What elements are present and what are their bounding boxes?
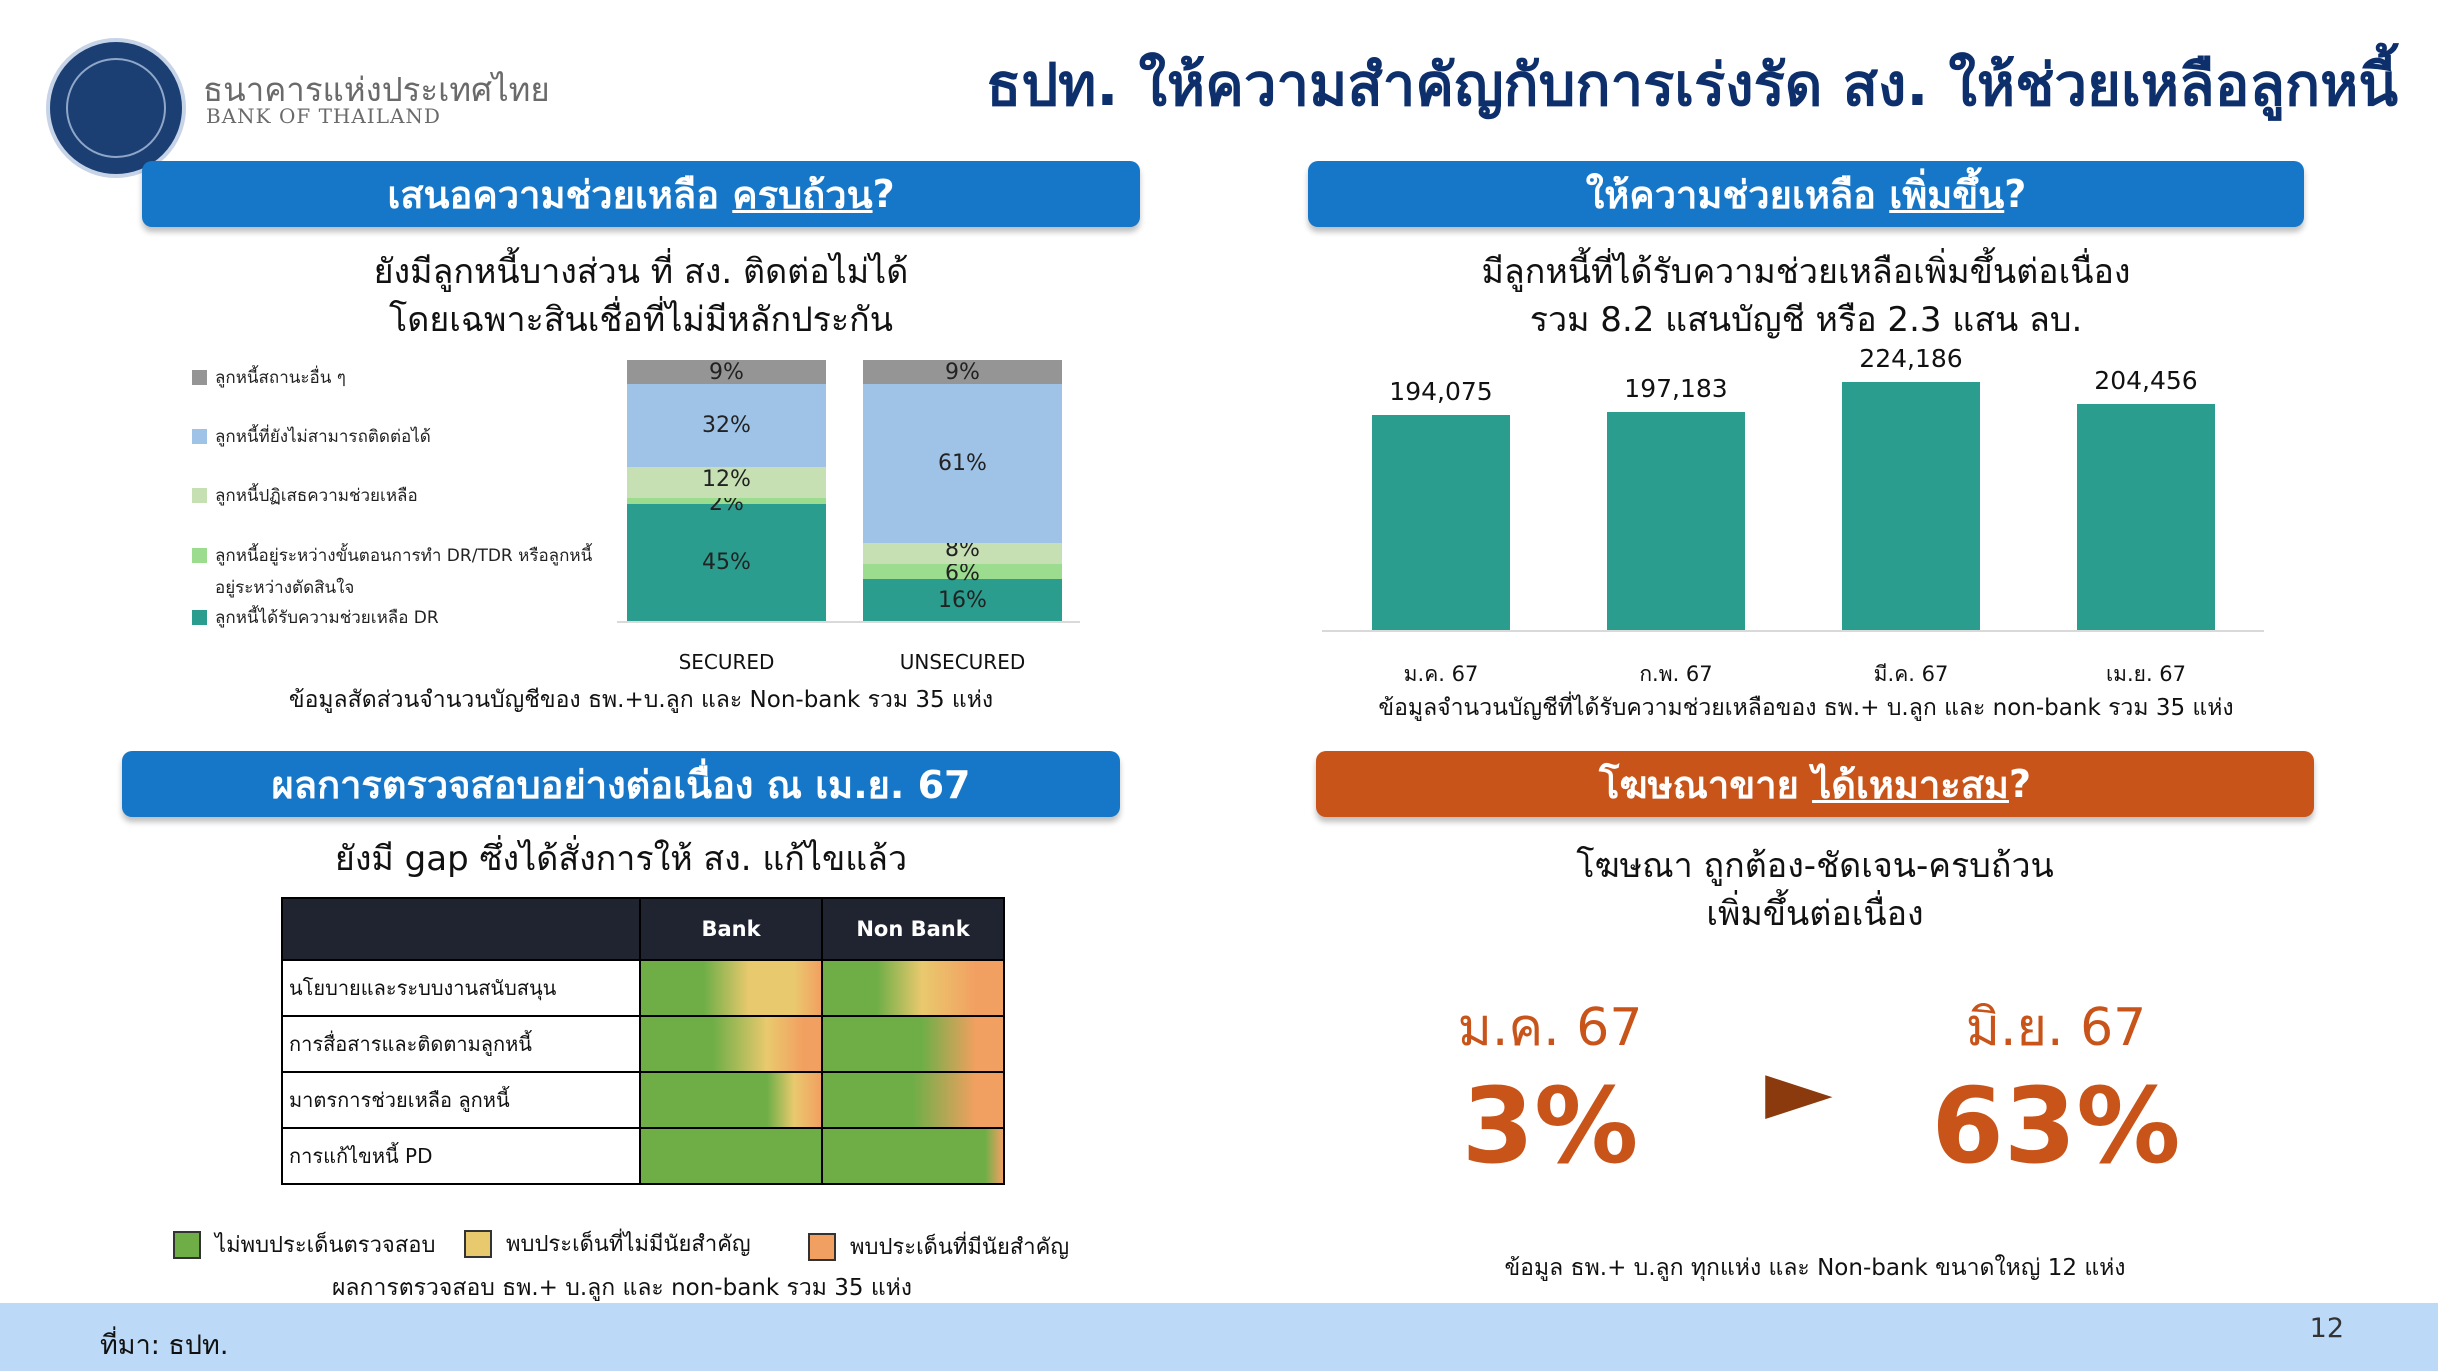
x-tick-label: มี.ค. 67 <box>1873 662 1949 686</box>
data-label: 224,186 <box>1859 343 1963 373</box>
segment-in-progress <box>863 563 1062 580</box>
br-note: ข้อมูล ธพ.+ บ.ลูก ทุกแห่ง และ Non-bank ข… <box>1504 1255 2126 1281</box>
br-subtitle-1: โฆษณา ถูกต้อง-ชัดเจน-ครบถ้วน <box>1576 846 2054 886</box>
banner-inspection: ผลการตรวจสอบอย่างต่อเนื่อง ณ เม.ย. 67 <box>122 751 1120 817</box>
legend-item: ลูกหนี้สถานะอื่น ๆ <box>192 362 346 394</box>
x-tick-label: ม.ค. 67 <box>1403 662 1479 686</box>
footer-bar <box>0 1303 2438 1371</box>
to-value: 63% <box>1931 1065 2181 1187</box>
bar <box>1372 415 1510 630</box>
org-name-en: BANK OF THAILAND <box>206 104 441 128</box>
from-month: ม.ค. 67 <box>1457 998 1643 1058</box>
data-label: 204,456 <box>2094 365 2198 395</box>
from-value: 3% <box>1461 1065 1639 1187</box>
legend-item: ลูกหนี้ที่ยังไม่สามารถติดต่อได้ <box>192 421 431 453</box>
x-tick-label: เม.ย. 67 <box>2105 662 2187 686</box>
assistance-bar-chart: 194,075 ม.ค. 67 197,183 ก.พ. 67 224,186 มี.ค.… <box>1322 344 2264 686</box>
table-row: มาตรการช่วยเหลือ ลูกหนี้ <box>281 1071 1005 1129</box>
arrow-right-icon: ► <box>1765 1038 1833 1141</box>
table-header <box>281 897 641 961</box>
br-subtitle-2: เพิ่มขึ้นต่อเนื่อง <box>1706 894 1924 934</box>
segment-dr <box>627 503 826 621</box>
tl-note: ข้อมูลสัดส่วนจำนวนบัญชีของ ธพ.+บ.ลูก และ… <box>288 687 994 713</box>
table-row: การแก้ไขหนี้ PD <box>281 1127 1005 1185</box>
data-label: 194,075 <box>1389 377 1493 407</box>
bar <box>2077 403 2215 630</box>
status-cell <box>639 959 823 1017</box>
bl-note: ผลการตรวจสอบ ธพ.+ บ.ลูก และ non-bank รวม… <box>331 1275 913 1301</box>
segment-dr <box>863 579 1062 621</box>
banner-increase-assistance: ให้ความช่วยเหลือ เพิ่มขึ้น ? <box>1308 161 2304 227</box>
table-header: Non Bank <box>821 897 1005 961</box>
status-cell <box>639 1127 823 1185</box>
segment-other <box>863 360 1062 384</box>
page-title: ธปท. ให้ความสำคัญกับการเร่งรัด สง. ให้ช่… <box>985 51 2398 119</box>
x-tick-label: SECURED <box>678 650 775 674</box>
table-header: Bank <box>639 897 823 961</box>
segment-other <box>627 360 826 384</box>
row-label: มาตรการช่วยเหลือ ลูกหนี้ <box>281 1071 641 1129</box>
x-tick-label: UNSECURED <box>899 650 1026 674</box>
legend-item: ลูกหนี้ปฏิเสธความช่วยเหลือ <box>192 480 418 512</box>
banner-complete-assistance: เสนอความช่วยเหลือ ครบถ้วน ? <box>142 161 1140 227</box>
tr-subtitle-1: มีลูกหนี้ที่ได้รับความช่วยเหลือเพิ่มขึ้น… <box>1481 252 2131 292</box>
tl-subtitle-1: ยังมีลูกหนี้บางส่วน ที่ สง. ติดต่อไม่ได้ <box>373 252 909 292</box>
row-label: การสื่อสารและติดตามลูกหนี้ <box>281 1015 641 1073</box>
org-name-th: ธนาคารแห่งประเทศไทย <box>203 70 550 109</box>
status-cell <box>639 1071 823 1129</box>
status-cell <box>821 1015 1005 1073</box>
segment-in-progress <box>627 498 826 504</box>
data-label: 32% <box>702 413 751 439</box>
data-label: 197,183 <box>1624 373 1728 403</box>
status-cell <box>639 1015 823 1073</box>
data-label: 9% <box>709 359 744 385</box>
bar-secured: 45% 2% 12% 32% 9% <box>627 360 826 621</box>
x-tick-label: ก.พ. 67 <box>1639 662 1713 686</box>
tl-subtitle-2: โดยเฉพาะสินเชื่อที่ไม่มีหลักประกัน <box>388 300 894 340</box>
data-label: 12% <box>702 466 751 492</box>
data-label: 61% <box>938 451 987 477</box>
key-major-issue: พบประเด็นที่มีนัยสำคัญ <box>808 1229 1069 1264</box>
key-no-issue: ไม่พบประเด็นตรวจสอบ <box>173 1227 435 1262</box>
source-note: ที่มา: ธปท. <box>100 1330 229 1361</box>
row-label: การแก้ไขหนี้ PD <box>281 1127 641 1185</box>
bot-logo <box>46 38 186 178</box>
bar-unsecured: 16% 6% 8% 61% 9% <box>863 360 1062 621</box>
to-month: มิ.ย. 67 <box>1965 998 2147 1058</box>
tr-subtitle-2: รวม 8.2 แสนบัญชี หรือ 2.3 แสน ลบ. <box>1529 300 2083 340</box>
tr-note: ข้อมูลจำนวนบัญชีที่ได้รับความช่วยเหลือขอ… <box>1378 695 2234 721</box>
table-header-row: Bank Non Bank <box>281 897 1005 961</box>
data-label: 6% <box>945 561 980 587</box>
bl-subtitle: ยังมี gap ซึ่งได้สั่งการให้ สง. แก้ไขแล้… <box>334 839 908 879</box>
segment-refused <box>863 542 1062 564</box>
segment-refused <box>627 467 826 499</box>
status-cell <box>821 1071 1005 1129</box>
data-label: 16% <box>938 588 987 614</box>
legend-item: ลูกหนี้ได้รับความช่วยเหลือ DR <box>192 602 439 634</box>
table-row: นโยบายและระบบงานสนับสนุน <box>281 959 1005 1017</box>
row-label: นโยบายและระบบงานสนับสนุน <box>281 959 641 1017</box>
segment-unreachable <box>627 383 826 468</box>
data-label: 45% <box>702 550 751 576</box>
inspection-table: Bank Non Bank นโยบายและระบบงานสนับสนุน ก… <box>281 897 1005 1185</box>
stacked-bar-chart: 45% 2% 12% 32% 9% 16% 6% 8% 61% 9% <box>617 360 1080 623</box>
bar <box>1607 411 1745 630</box>
banner-advertising: โฆษณาขาย ได้เหมาะสม ? <box>1316 751 2314 817</box>
table-row: การสื่อสารและติดตามลูกหนี้ <box>281 1015 1005 1073</box>
segment-unreachable <box>863 383 1062 543</box>
legend-item: ลูกหนี้อยู่ระหว่างขั้นตอนการทำ DR/TDR หร… <box>192 540 592 604</box>
key-minor-issue: พบประเด็นที่ไม่มีนัยสำคัญ <box>464 1226 751 1261</box>
bar <box>1842 381 1980 630</box>
data-label: 9% <box>945 359 980 385</box>
page-number: 12 <box>2309 1313 2344 1344</box>
status-cell <box>821 959 1005 1017</box>
status-cell <box>821 1127 1005 1185</box>
